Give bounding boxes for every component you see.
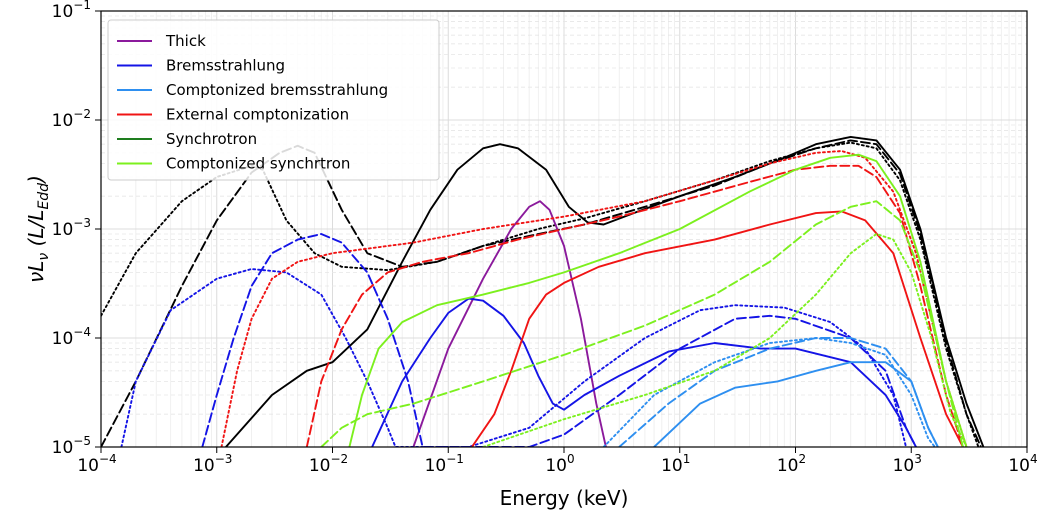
x-tick-label: 102	[777, 452, 806, 476]
x-tick-label: 10−3	[193, 452, 232, 476]
series-line	[101, 141, 980, 447]
series-line	[320, 200, 964, 447]
y-tick-label: 10−3	[52, 216, 91, 240]
y-tick-label: 10−1	[52, 0, 91, 22]
x-tick-label: 103	[893, 452, 922, 476]
y-axis-title: νLν (L/LEdd)	[24, 175, 52, 283]
series-line	[101, 139, 982, 447]
legend-box	[107, 19, 440, 181]
series-line	[201, 233, 917, 447]
x-tick-label: 104	[1008, 452, 1037, 476]
series-line	[305, 164, 964, 447]
x-tick-label: 10−1	[425, 452, 464, 476]
x-tick-label: 100	[545, 452, 574, 476]
series-line	[618, 337, 939, 447]
legend: Thick Bremsstrahlung Comptonized bremsstra…	[107, 19, 440, 181]
legend-label: Comptonized bremsstrahlung	[166, 81, 388, 99]
x-tick-label: 10−2	[309, 452, 348, 476]
series-line	[348, 153, 968, 447]
axis-titles: Energy (keV) νLν (L/LEdd)	[24, 175, 628, 510]
legend-label: Bremsstrahlung	[166, 57, 285, 75]
series-line	[482, 233, 968, 447]
series-line	[470, 210, 964, 447]
legend-label: External comptonization	[166, 106, 349, 124]
series-line	[220, 150, 968, 447]
legend-label: Comptonized synchrtron	[166, 155, 350, 173]
ticks: 10−4 10−3 10−2 10−1 100 101 102 103 10410−510−41…	[52, 0, 1038, 476]
series-line	[371, 297, 917, 447]
x-tick-label: 10−4	[77, 452, 116, 476]
series-line	[120, 268, 907, 447]
legend-label: Thick	[165, 32, 206, 50]
x-axis-title: Energy (keV)	[500, 486, 629, 510]
x-tick-label: 101	[661, 452, 690, 476]
y-tick-label: 10−2	[52, 107, 91, 131]
series-line	[602, 337, 936, 447]
y-tick-label: 10−5	[52, 434, 91, 458]
legend-label: Synchrotron	[166, 130, 257, 148]
y-tick-label: 10−4	[52, 325, 91, 349]
series-line	[224, 135, 985, 447]
